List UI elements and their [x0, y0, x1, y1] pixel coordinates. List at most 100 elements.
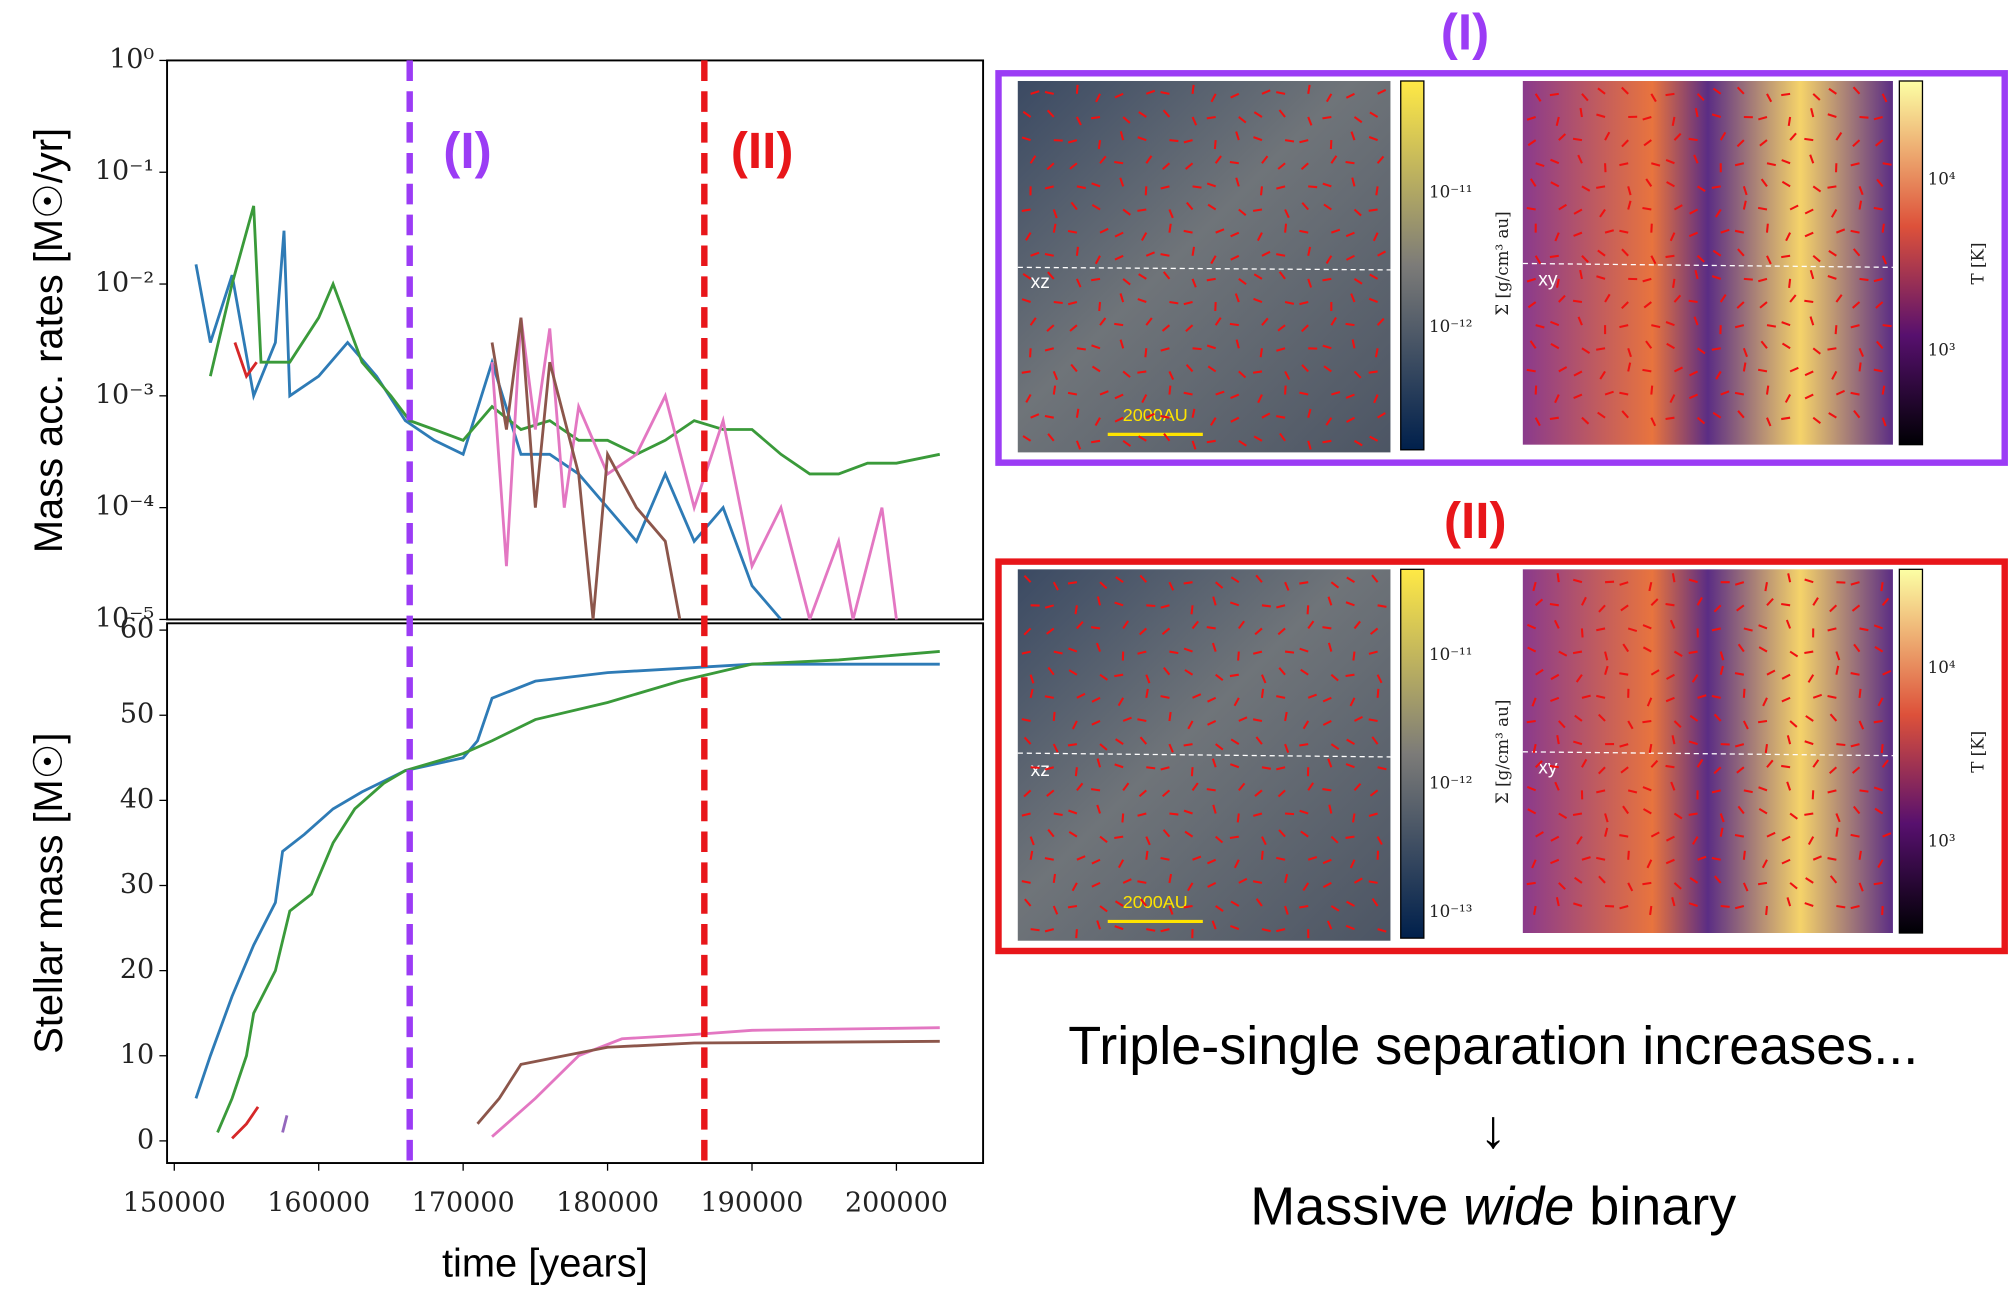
velocity-arrow — [1183, 809, 1193, 815]
velocity-arrow — [1669, 232, 1676, 242]
velocity-arrow — [1526, 785, 1537, 792]
velocity-arrow — [1168, 385, 1172, 395]
y-tick-label: 10⁻⁵ — [95, 603, 154, 634]
velocity-arrow — [1206, 626, 1216, 630]
velocity-arrow — [1873, 115, 1883, 121]
velocity-arrow — [1579, 269, 1583, 280]
velocity-arrow — [1322, 439, 1332, 444]
data-line — [281, 1115, 289, 1133]
velocity-arrow — [1046, 627, 1055, 635]
velocity-arrow — [1119, 293, 1125, 303]
colorbar — [1898, 80, 1924, 446]
velocity-arrow — [1789, 132, 1797, 141]
velocity-arrow — [1368, 208, 1378, 212]
velocity-arrow — [1301, 202, 1309, 211]
y-tick-label: 30 — [120, 869, 154, 900]
velocity-arrow — [1532, 581, 1537, 592]
velocity-arrow — [1812, 254, 1821, 263]
velocity-arrow — [1858, 720, 1865, 730]
velocity-arrow — [1619, 834, 1629, 838]
velocity-arrow — [1277, 162, 1286, 170]
velocity-arrow — [1673, 204, 1683, 211]
velocity-arrow — [1781, 321, 1791, 327]
velocity-arrow — [1558, 650, 1568, 657]
velocity-arrow — [1665, 416, 1675, 421]
velocity-arrow — [1160, 856, 1170, 861]
velocity-arrow — [1688, 902, 1698, 907]
velocity-arrow — [1331, 228, 1341, 234]
velocity-arrow — [1734, 743, 1745, 748]
velocity-arrow — [1835, 389, 1846, 396]
velocity-arrow — [1068, 809, 1078, 815]
velocity-arrow — [1307, 620, 1315, 630]
velocity-arrow — [1743, 277, 1753, 281]
velocity-arrow — [1207, 203, 1217, 211]
velocity-arrow — [1376, 674, 1383, 684]
velocity-arrow — [1693, 154, 1699, 164]
velocity-arrow — [1377, 928, 1387, 933]
velocity-arrow — [1573, 208, 1583, 215]
velocity-arrow — [1160, 415, 1170, 419]
velocity-arrow — [1161, 627, 1171, 635]
velocity-arrow — [1076, 621, 1084, 630]
slice-label: xy — [1538, 269, 1558, 290]
velocity-arrow — [1712, 87, 1722, 95]
velocity-arrow — [1145, 836, 1151, 846]
velocity-arrow — [1371, 897, 1379, 907]
velocity-arrow — [1253, 273, 1263, 280]
velocity-arrow — [1230, 416, 1240, 423]
velocity-arrow — [1736, 86, 1745, 95]
velocity-arrow — [1758, 624, 1768, 630]
velocity-arrow — [1212, 596, 1217, 606]
velocity-arrow — [1549, 602, 1559, 607]
velocity-arrow — [1183, 904, 1193, 909]
velocity-arrow — [1627, 347, 1632, 358]
velocity-arrow — [1789, 720, 1798, 728]
velocity-arrow — [1252, 370, 1263, 374]
velocity-arrow — [1376, 155, 1385, 164]
velocity-arrow — [1368, 880, 1378, 884]
velocity-arrow — [1075, 408, 1080, 418]
velocity-arrow — [1230, 92, 1240, 99]
velocity-arrow — [1192, 185, 1202, 189]
velocity-arrow — [1527, 808, 1537, 815]
velocity-arrow — [1781, 416, 1791, 421]
velocity-arrow — [1789, 366, 1799, 373]
velocity-arrow — [1759, 301, 1768, 309]
velocity-arrow — [1758, 277, 1768, 283]
velocity-arrow — [1535, 668, 1544, 676]
velocity-arrow — [1192, 693, 1202, 699]
velocity-arrow — [1090, 626, 1101, 630]
velocity-arrow — [1597, 411, 1606, 419]
velocity-arrow — [1368, 718, 1378, 722]
data-line — [490, 317, 682, 620]
velocity-arrow — [1099, 390, 1109, 396]
velocity-arrow — [1046, 324, 1055, 332]
velocity-arrow — [1693, 316, 1699, 326]
plot-area — [194, 650, 940, 1140]
velocity-arrow — [1627, 627, 1638, 633]
velocity-arrow — [1696, 416, 1706, 425]
velocity-arrow — [1627, 789, 1638, 794]
velocity-arrow — [1604, 665, 1609, 675]
caption-line: Triple-single separation increases... — [1068, 1016, 1918, 1076]
velocity-arrow — [1168, 743, 1174, 753]
velocity-arrow — [1284, 581, 1290, 591]
velocity-arrow — [1023, 736, 1032, 745]
velocity-arrow — [1187, 882, 1194, 892]
velocity-arrow — [1558, 294, 1566, 303]
velocity-arrow — [1581, 596, 1587, 606]
velocity-arrow — [1665, 602, 1675, 607]
velocity-arrow — [1368, 370, 1378, 374]
velocity-arrow — [1137, 812, 1147, 817]
velocity-arrow — [1160, 766, 1170, 771]
velocity-arrow — [1119, 131, 1125, 141]
velocity-arrow — [1577, 316, 1583, 326]
velocity-arrow — [1238, 116, 1247, 124]
velocity-arrow — [1665, 92, 1675, 97]
velocity-arrow — [1596, 694, 1606, 699]
velocity-arrow — [1549, 764, 1559, 769]
velocity-arrow — [1781, 254, 1791, 259]
velocity-arrow — [1809, 316, 1815, 326]
velocity-arrow — [1873, 206, 1883, 211]
